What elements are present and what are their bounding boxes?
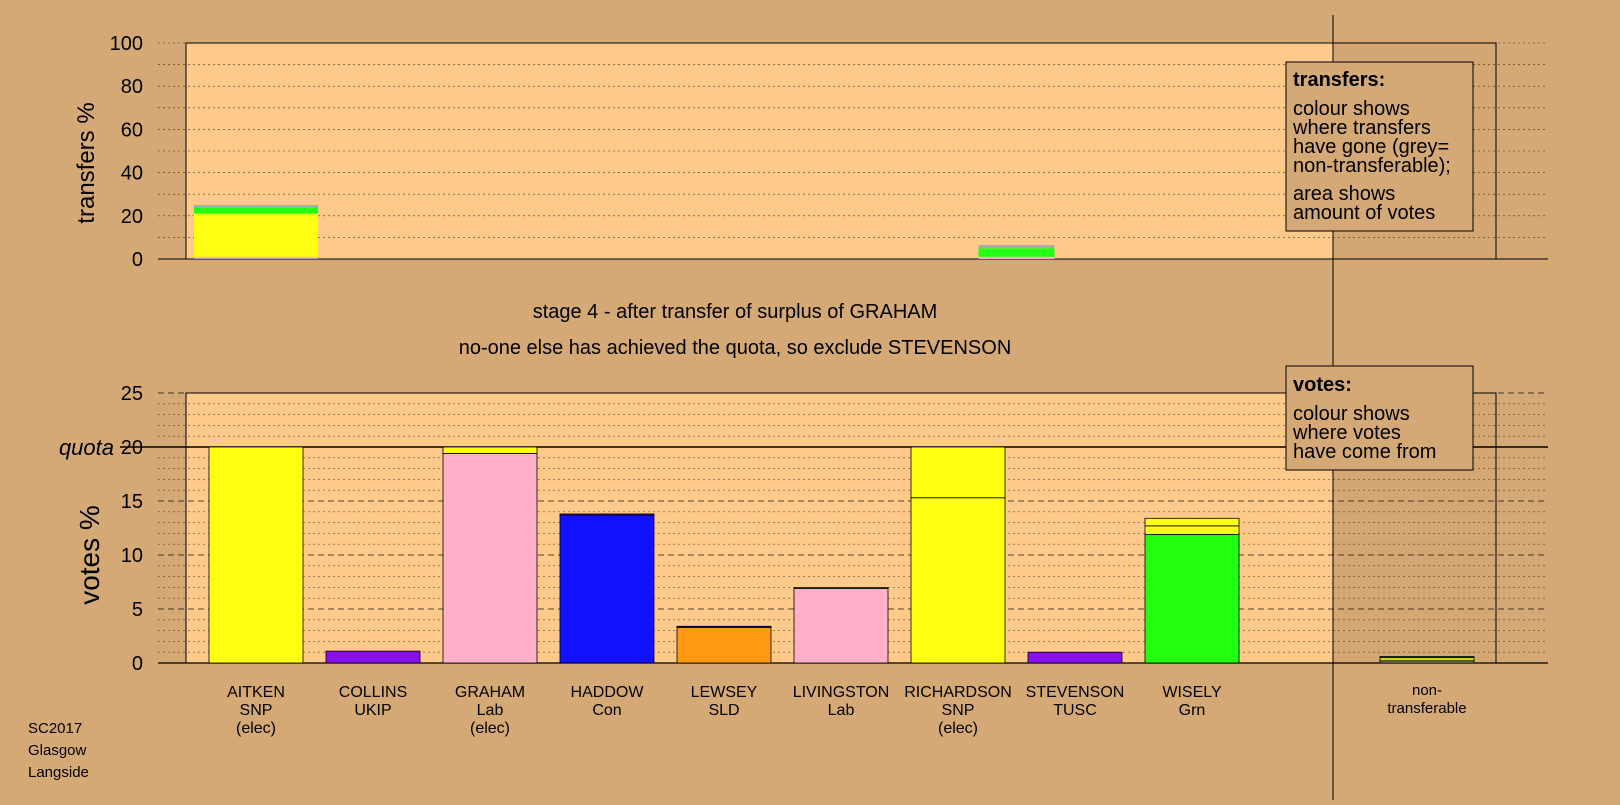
vote-segment bbox=[910, 497, 1006, 664]
vote-segment bbox=[676, 625, 772, 628]
candidate-label-line: Grn bbox=[1179, 702, 1206, 719]
candidate-label-line: Lab bbox=[477, 702, 504, 719]
transfers-y-tick-label: 60 bbox=[121, 119, 143, 141]
votes-legend-line: colour shows bbox=[1293, 403, 1410, 425]
footer-line: Langside bbox=[28, 764, 89, 781]
transfers-bars bbox=[194, 205, 1055, 259]
transfers-legend-line: have gone (grey= bbox=[1293, 136, 1449, 158]
candidate-labels: AITKENSNP(elec)COLLINSUKIPGRAHAMLab(elec… bbox=[227, 682, 1467, 737]
transfer-segment bbox=[194, 252, 318, 257]
vote-segment bbox=[442, 446, 538, 454]
transfer-segment bbox=[194, 207, 318, 214]
stage-heading: stage 4 - after transfer of surplus of G… bbox=[533, 301, 938, 323]
votes-y-tick-label: 5 bbox=[132, 599, 143, 621]
transfer-segment bbox=[978, 248, 1055, 257]
candidate-label-line: (elec) bbox=[938, 720, 978, 737]
transfers-y-tick-label: 20 bbox=[121, 206, 143, 228]
candidate-label-line: STEVENSON bbox=[1026, 684, 1125, 701]
transfers-legend-line: amount of votes bbox=[1293, 202, 1435, 224]
candidate-label-line: RICHARDSON bbox=[904, 684, 1012, 701]
transfers-gridlines bbox=[158, 42, 1548, 260]
vote-segment bbox=[208, 446, 304, 664]
votes-y-tick-label: 0 bbox=[132, 653, 143, 675]
transfers-legend-title: transfers: bbox=[1293, 69, 1385, 91]
transfer-segment bbox=[978, 256, 1055, 259]
vote-segment bbox=[325, 650, 421, 664]
votes-bars bbox=[208, 446, 1475, 664]
transfer-segment bbox=[194, 257, 318, 259]
vote-segment bbox=[1144, 525, 1240, 535]
votes-y-tick-label: 10 bbox=[121, 545, 143, 567]
transfers-y-tick-label: 80 bbox=[121, 76, 143, 98]
quota-label: quota bbox=[59, 435, 114, 460]
transfers-legend-line: colour shows bbox=[1293, 98, 1410, 120]
transfers-legend-line: area shows bbox=[1293, 183, 1395, 205]
vote-segment bbox=[910, 446, 1006, 499]
transfers-y-tick-label: 0 bbox=[132, 249, 143, 271]
vote-segment bbox=[1379, 656, 1475, 659]
vote-segment bbox=[442, 453, 538, 664]
vote-segment bbox=[1144, 517, 1240, 527]
candidate-label-line: UKIP bbox=[354, 702, 391, 719]
vote-segment bbox=[559, 513, 655, 516]
candidate-label-line: COLLINS bbox=[339, 684, 407, 701]
candidate-label-line: WISELY bbox=[1162, 684, 1222, 701]
transfer-segment bbox=[194, 205, 318, 208]
candidate-label-line: TUSC bbox=[1053, 702, 1097, 719]
vote-segment bbox=[559, 514, 655, 664]
vote-segment bbox=[793, 587, 889, 589]
transfers-y-tick-label: 40 bbox=[121, 163, 143, 185]
candidate-label-line: GRAHAM bbox=[455, 684, 525, 701]
footer-line: SC2017 bbox=[28, 720, 82, 737]
transfers-y-tick-label: 100 bbox=[110, 33, 143, 55]
candidate-label-line: SLD bbox=[708, 702, 739, 719]
votes-legend-title: votes: bbox=[1293, 374, 1352, 396]
votes-legend-line: where votes bbox=[1292, 422, 1401, 444]
votes-legend: votes: colour shows where votes have com… bbox=[1285, 365, 1474, 471]
votes-legend-box bbox=[1285, 365, 1474, 471]
vote-segment bbox=[1144, 534, 1240, 664]
footer-line: Glasgow bbox=[28, 742, 87, 759]
transfers-y-axis-label: transfers % bbox=[73, 102, 100, 223]
votes-y-tick-label: 15 bbox=[121, 491, 143, 513]
vote-segment bbox=[793, 588, 889, 664]
transfers-legend-box bbox=[1285, 61, 1474, 232]
candidate-label-line: (elec) bbox=[470, 720, 510, 737]
vote-segment bbox=[676, 626, 772, 664]
votes-y-ticks: 0 5 10 15 25 20 bbox=[121, 383, 143, 675]
candidate-label-line: (elec) bbox=[236, 720, 276, 737]
votes-legend-line: have come from bbox=[1293, 441, 1436, 463]
votes-y-axis-label: votes % bbox=[74, 505, 105, 605]
transfers-y-ticks: 0 20 40 60 80 100 bbox=[110, 33, 143, 271]
candidate-label-line: Con bbox=[592, 702, 621, 719]
candidate-label-line: HADDOW bbox=[571, 684, 645, 701]
vote-segment bbox=[1027, 651, 1123, 664]
transfer-segment bbox=[978, 244, 1055, 249]
transfer-segment bbox=[194, 256, 318, 258]
candidate-label-line: LIVINGSTON bbox=[793, 684, 890, 701]
action-heading: no-one else has achieved the quota, so e… bbox=[459, 337, 1012, 359]
candidate-label-line: LEWSEY bbox=[691, 684, 758, 701]
transfers-legend-line: non-transferable); bbox=[1293, 155, 1451, 177]
votes-y-tick-label: 20 bbox=[121, 437, 143, 459]
votes-y-tick-label: 25 bbox=[121, 383, 143, 405]
nontransferable-label-line: non- bbox=[1412, 682, 1442, 699]
candidate-label-line: SNP bbox=[240, 702, 273, 719]
transfers-legend-line: where transfers bbox=[1292, 117, 1431, 139]
candidate-label-line: Lab bbox=[828, 702, 855, 719]
candidate-label-line: SNP bbox=[942, 702, 975, 719]
transfer-segment bbox=[194, 213, 318, 253]
transfers-legend: transfers: colour shows where transfers … bbox=[1285, 61, 1474, 232]
candidate-label-line: AITKEN bbox=[227, 684, 285, 701]
nontransferable-label-line: transferable bbox=[1387, 700, 1466, 717]
